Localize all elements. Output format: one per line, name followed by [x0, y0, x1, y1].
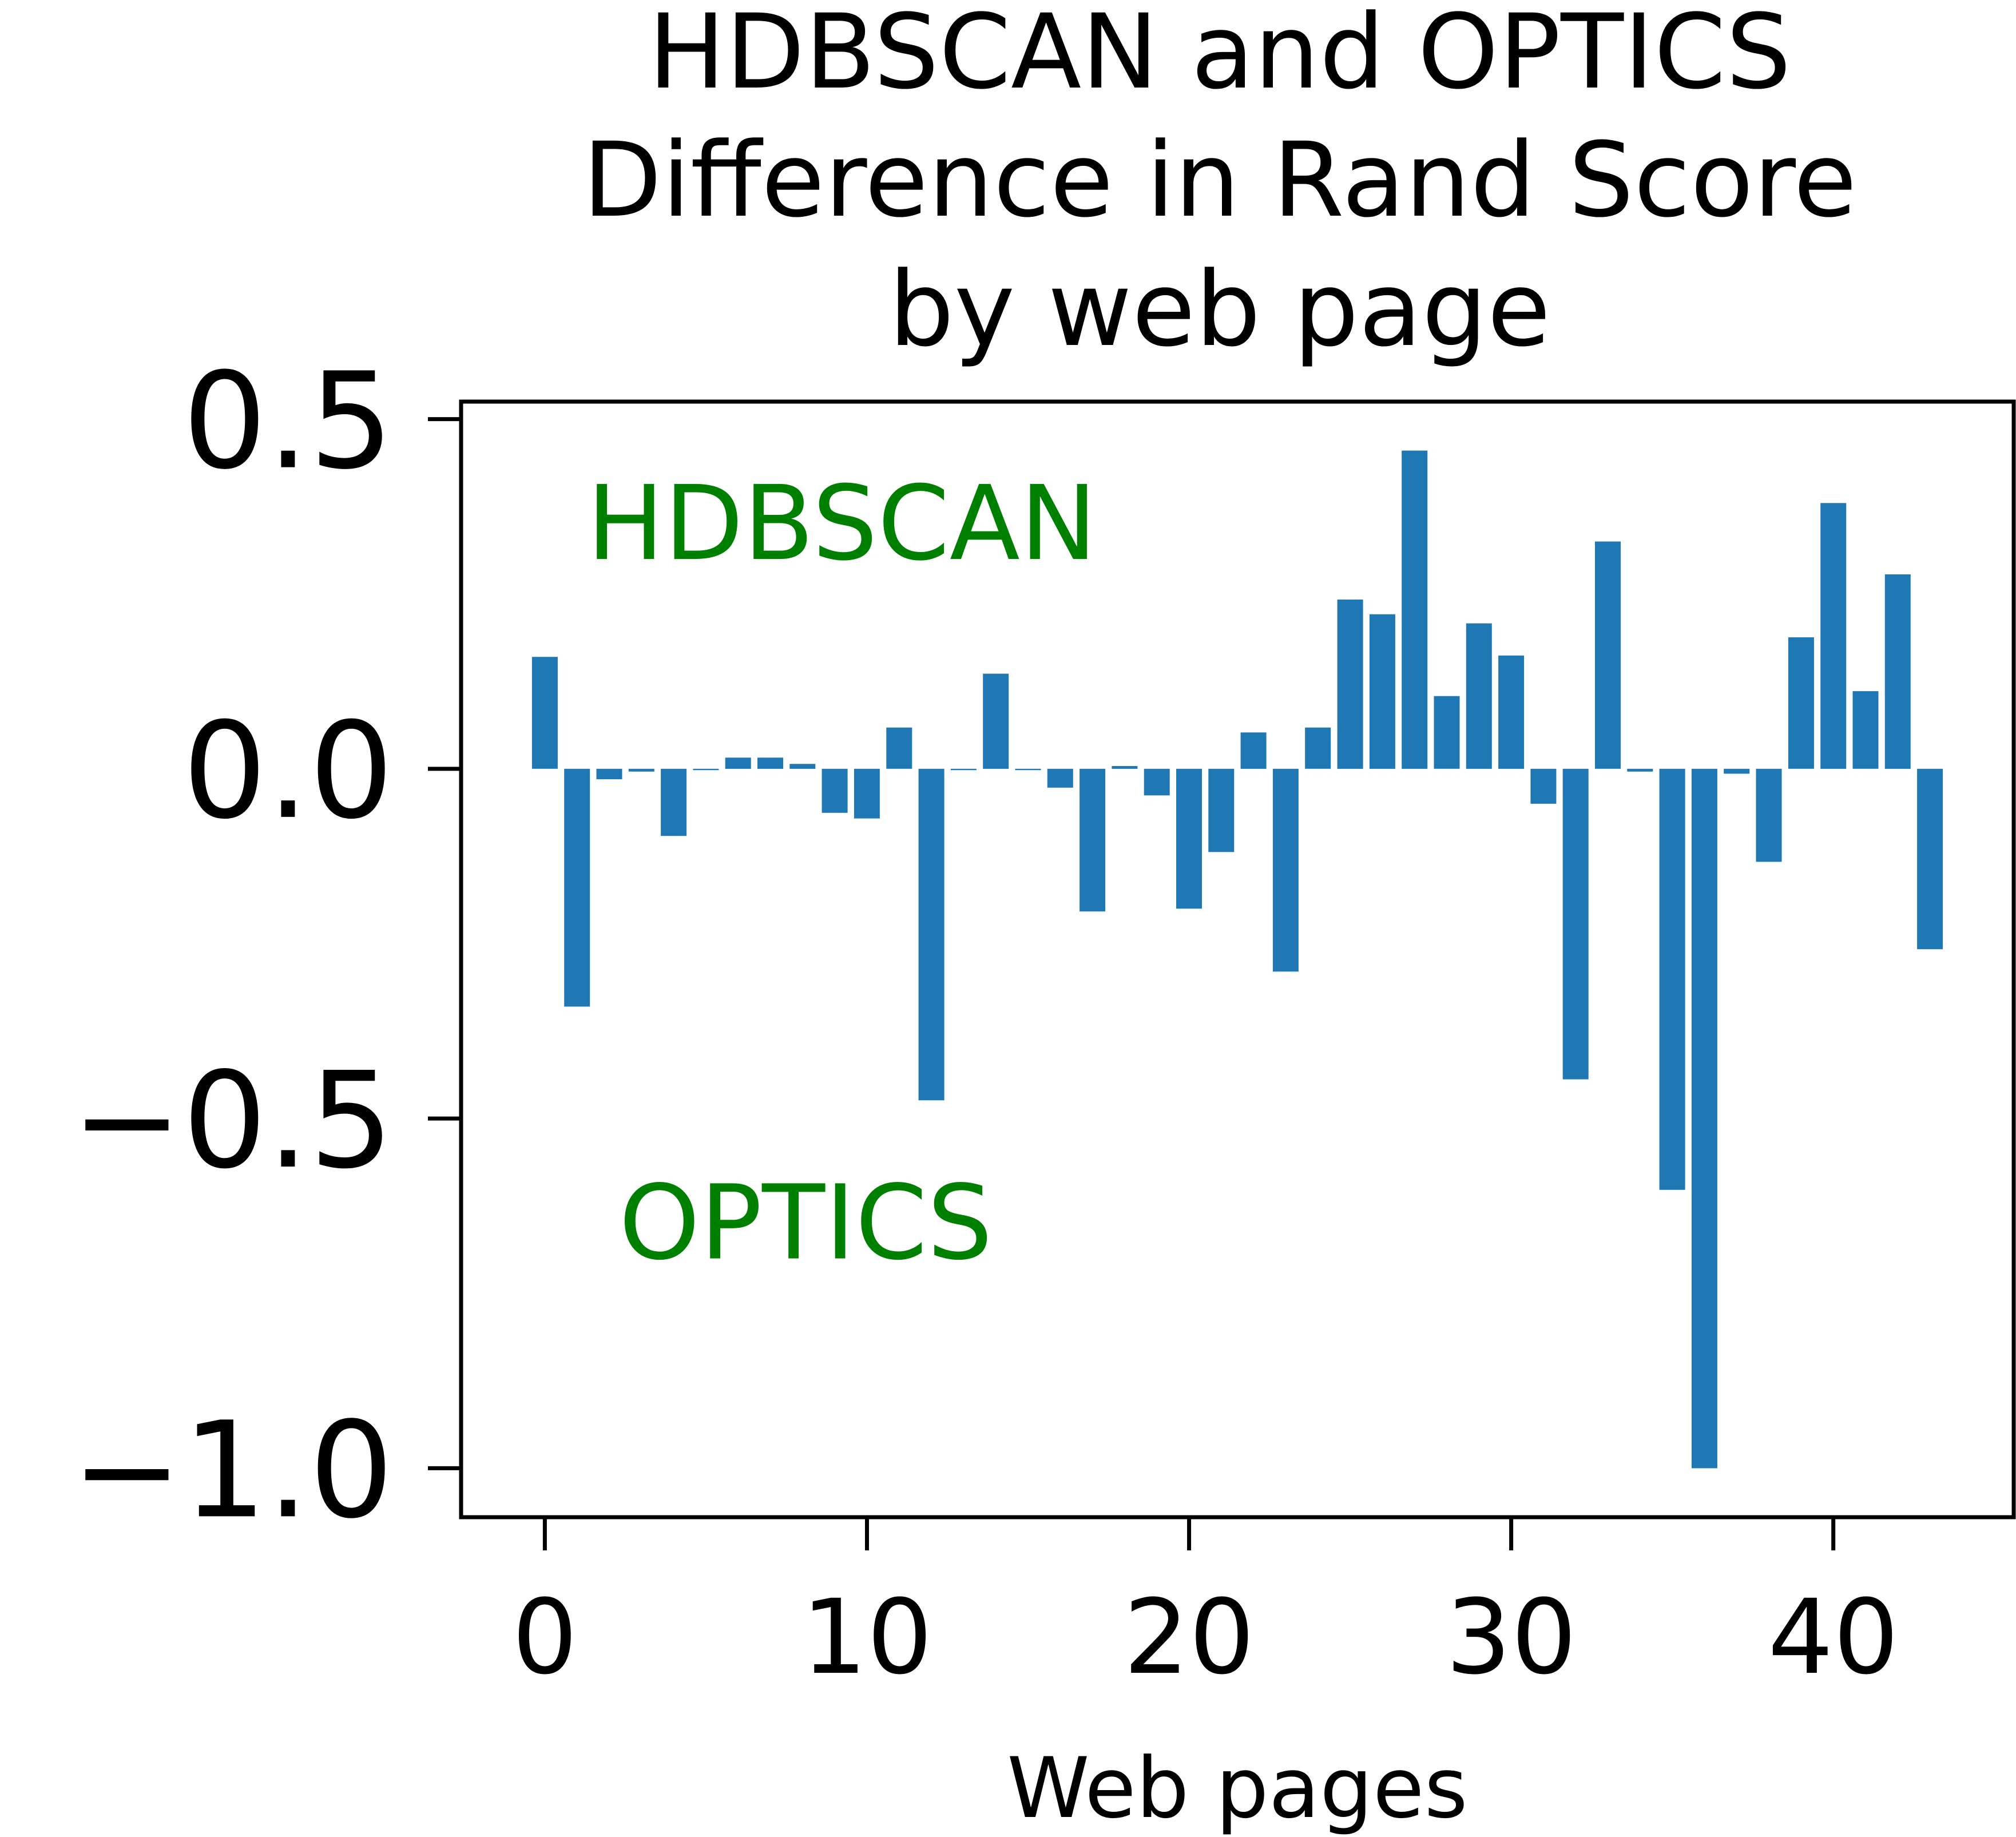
bar-page-36: [1691, 768, 1717, 1469]
bar-page-30: [1498, 655, 1525, 769]
chart-title-line-3: by web page: [889, 250, 1551, 370]
bar-page-17: [1080, 768, 1106, 912]
bar-page-2: [596, 768, 622, 780]
bar-page-29: [1466, 623, 1492, 769]
chart-title-line-2: Difference in Rand Score: [582, 121, 1857, 240]
bar-page-34: [1627, 768, 1653, 772]
bars-group: [531, 450, 1943, 1469]
bar-page-6: [725, 757, 751, 769]
ytick-label: −1.0: [72, 1393, 394, 1548]
bar-page-20: [1176, 768, 1202, 909]
bar-page-5: [693, 768, 719, 771]
bar-page-32: [1562, 768, 1589, 1080]
x-axis: 0 10 20 30 40: [512, 1517, 1899, 1697]
bar-page-43: [1917, 768, 1943, 950]
bar-page-11: [886, 727, 912, 769]
bar-page-28: [1434, 696, 1460, 769]
ytick-label: 0.0: [182, 694, 394, 848]
bar-page-13: [950, 768, 977, 771]
bar-page-24: [1305, 727, 1331, 769]
x-axis-label: Web pages: [1007, 1740, 1467, 1837]
ytick-label: 0.5: [182, 344, 394, 499]
bar-page-40: [1820, 503, 1847, 769]
bar-page-14: [983, 673, 1009, 769]
bar-page-26: [1369, 614, 1395, 769]
xtick-label: 30: [1446, 1578, 1577, 1697]
xtick-label: 40: [1768, 1578, 1899, 1697]
chart-title-line-1: HDBSCAN and OPTICS: [648, 0, 1791, 112]
bar-page-18: [1112, 766, 1138, 769]
annotation-hdbscan: HDBSCAN: [587, 464, 1097, 584]
bar-page-41: [1852, 691, 1879, 769]
bar-page-22: [1240, 732, 1267, 769]
bar-page-0: [531, 657, 558, 769]
bar-page-39: [1788, 637, 1814, 769]
bar-page-7: [757, 757, 783, 769]
bar-page-9: [822, 768, 848, 813]
bar-page-3: [628, 768, 654, 772]
bar-page-33: [1595, 541, 1621, 769]
bar-page-21: [1208, 768, 1235, 852]
bar-page-23: [1272, 768, 1299, 972]
bar-page-16: [1047, 768, 1073, 788]
bar-page-1: [564, 768, 590, 1007]
bar-page-35: [1659, 768, 1685, 1190]
bar-page-4: [661, 768, 687, 836]
annotations-group: HDBSCAN OPTICS: [587, 464, 1097, 1283]
bar-page-27: [1402, 450, 1428, 769]
y-axis: 0.5 0.0 −0.5 −1.0: [72, 344, 461, 1548]
bar-page-8: [789, 764, 816, 769]
bar-page-42: [1884, 574, 1911, 769]
chart-title: HDBSCAN and OPTICS Difference in Rand Sc…: [582, 0, 1857, 370]
bar-page-19: [1144, 768, 1170, 796]
xtick-label: 10: [801, 1578, 932, 1697]
bar-page-15: [1015, 768, 1041, 771]
annotation-optics: OPTICS: [619, 1164, 993, 1283]
bar-page-37: [1724, 768, 1750, 774]
bar-page-12: [918, 768, 944, 1101]
ytick-label: −0.5: [72, 1044, 394, 1198]
bar-page-25: [1337, 600, 1363, 769]
bar-page-38: [1756, 768, 1782, 862]
xtick-label: 20: [1124, 1578, 1255, 1697]
xtick-label: 0: [512, 1578, 578, 1697]
bar-page-10: [854, 768, 880, 819]
bar-page-31: [1530, 768, 1557, 804]
plot-frame: [459, 399, 2016, 1519]
